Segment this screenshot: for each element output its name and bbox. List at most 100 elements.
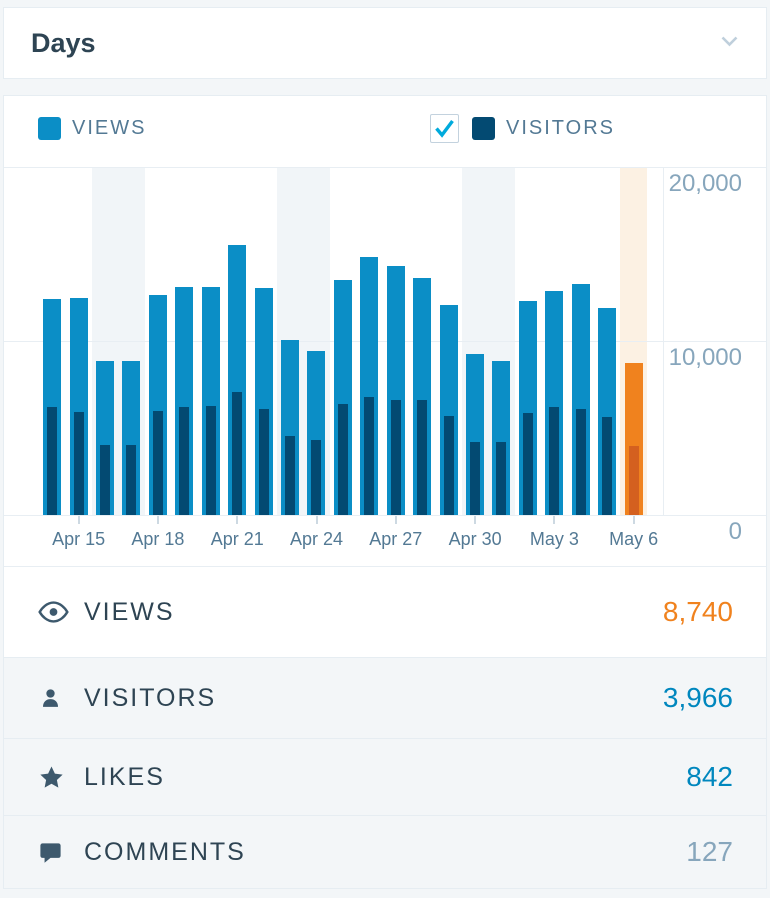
- visitors-bar: [417, 400, 428, 515]
- x-axis-label: Apr 18: [131, 529, 185, 549]
- visitors-bar: [470, 441, 481, 515]
- x-axis-tick: [315, 516, 318, 524]
- bar-group-may-1[interactable]: [488, 167, 514, 515]
- bar-group-may-5[interactable]: [594, 167, 620, 515]
- visitors-bar: [285, 435, 296, 515]
- bar-group-may-4[interactable]: [568, 167, 594, 515]
- chevron-down-icon[interactable]: [721, 34, 738, 52]
- tab-comments[interactable]: COMMENTS 127: [4, 815, 766, 888]
- visitors-bar: [73, 412, 84, 515]
- tab-visitors-label: VISITORS: [84, 683, 217, 712]
- tab-visitors-value: 3,966: [662, 682, 733, 713]
- x-axis-label: Apr 24: [289, 529, 344, 549]
- bar-group-apr-21[interactable]: [224, 167, 250, 515]
- bar-group-apr-23[interactable]: [277, 167, 303, 515]
- bar-group-apr-14[interactable]: [39, 167, 65, 515]
- x-axis-label: Apr 30: [448, 529, 502, 549]
- tab-views-value: 8,740: [662, 596, 733, 627]
- visitors-bar: [575, 408, 586, 515]
- gridline-10000: [4, 341, 766, 342]
- visitors-bar: [179, 407, 190, 515]
- legend-item-visitors[interactable]: VISITORS: [430, 96, 615, 160]
- visitors-bar: [496, 441, 507, 515]
- bar-group-apr-20[interactable]: [198, 167, 224, 515]
- tab-likes-value: 842: [686, 761, 733, 792]
- tab-views[interactable]: VIEWS 8,740: [4, 567, 766, 657]
- bar-group-may-3[interactable]: [541, 167, 567, 515]
- summary-tabs: VIEWS 8,740 VISITORS 3,966 LIKES 842: [4, 566, 766, 888]
- visitors-bar: [152, 411, 163, 515]
- plot-right-border: [663, 167, 664, 515]
- bar-group-apr-24[interactable]: [303, 167, 329, 515]
- star-icon: [38, 764, 72, 791]
- bar-group-apr-16[interactable]: [92, 167, 118, 515]
- stats-module: VIEWS VISITORS 20,000 10,000 0 Apr 15 Apr 18…: [3, 95, 767, 889]
- bar-group-apr-25[interactable]: [330, 167, 356, 515]
- legend-visitors-label: VISITORS: [506, 116, 615, 139]
- eye-icon: [38, 601, 72, 623]
- visitors-bar: [364, 396, 375, 515]
- x-axis-label: Apr 21: [210, 529, 264, 549]
- x-axis-tick: [394, 516, 397, 524]
- visitors-bar: [628, 446, 639, 515]
- x-axis-label: May 3: [529, 529, 579, 549]
- bar-group-apr-17[interactable]: [118, 167, 144, 515]
- bar-group-may-6[interactable]: [620, 167, 646, 515]
- bar-group-apr-18[interactable]: [145, 167, 171, 515]
- bar-group-apr-22[interactable]: [250, 167, 276, 515]
- y-axis-label: 20,000: [668, 170, 742, 197]
- x-axis-tick: [474, 516, 477, 524]
- visitors-bar: [100, 445, 111, 515]
- x-axis-label: Apr 27: [369, 529, 423, 549]
- x-axis-label: Apr 15: [52, 529, 106, 549]
- x-axis-tick: [77, 516, 80, 524]
- bar-group-apr-28[interactable]: [409, 167, 435, 515]
- tab-comments-value: 127: [686, 836, 733, 867]
- tab-likes[interactable]: LIKES 842: [4, 738, 766, 815]
- visitors-bar: [390, 400, 401, 515]
- visitors-bar: [602, 416, 613, 515]
- x-axis-label: May 6: [609, 529, 659, 549]
- visitors-bar: [311, 440, 322, 515]
- legend-item-views: VIEWS: [38, 96, 146, 160]
- visitors-bar: [47, 407, 58, 515]
- visitors-bar: [522, 413, 533, 515]
- tab-visitors[interactable]: VISITORS 3,966: [4, 657, 766, 738]
- visitors-bar: [126, 445, 137, 515]
- x-axis-tick: [632, 516, 635, 524]
- gridline-0: [4, 515, 766, 516]
- chart: 20,000 10,000 0 Apr 15 Apr 18 Apr 21 Apr 24 Apr…: [4, 160, 766, 566]
- visitors-bar: [443, 415, 454, 515]
- bar-group-apr-19[interactable]: [171, 167, 197, 515]
- bar-group-apr-27[interactable]: [383, 167, 409, 515]
- visitors-bar: [258, 408, 269, 515]
- bar-group-may-2[interactable]: [515, 167, 541, 515]
- period-title: Days: [31, 27, 96, 58]
- visitors-swatch: [472, 116, 495, 140]
- bar-group-apr-15[interactable]: [65, 167, 91, 515]
- visitors-bar: [205, 406, 216, 515]
- visitors-bar: [232, 392, 243, 515]
- person-icon: [38, 686, 72, 711]
- chart-legend: VIEWS VISITORS: [4, 96, 766, 160]
- y-axis-label: 10,000: [668, 344, 742, 371]
- legend-views-label: VIEWS: [72, 116, 147, 139]
- visitors-bar: [337, 403, 348, 515]
- bar-group-apr-26[interactable]: [356, 167, 382, 515]
- period-selector[interactable]: Days: [3, 7, 767, 79]
- visitors-checkbox[interactable]: [430, 113, 459, 143]
- y-axis-label: 0: [728, 518, 742, 545]
- views-swatch: [38, 116, 61, 140]
- checkmark-icon: [435, 119, 454, 138]
- tab-comments-label: COMMENTS: [84, 837, 246, 866]
- x-axis-tick: [236, 516, 239, 524]
- tab-views-label: VIEWS: [84, 597, 175, 626]
- bar-group-apr-30[interactable]: [462, 167, 488, 515]
- tab-likes-label: LIKES: [84, 762, 165, 791]
- visitors-bar: [549, 407, 560, 515]
- bar-group-apr-29[interactable]: [435, 167, 461, 515]
- x-axis-tick: [156, 516, 159, 524]
- gridline-20000: [4, 167, 766, 168]
- comment-icon: [38, 840, 72, 865]
- x-axis-tick: [553, 516, 556, 524]
